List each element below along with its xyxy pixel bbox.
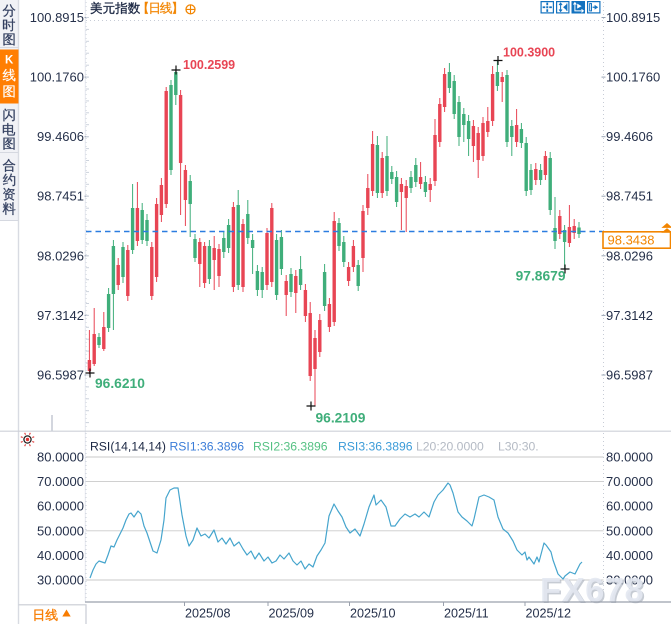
svg-text:30.0000: 30.0000 <box>37 573 84 588</box>
svg-text:70.0000: 70.0000 <box>606 474 653 489</box>
svg-text:50.0000: 50.0000 <box>606 523 653 538</box>
svg-text:30.0000: 30.0000 <box>606 573 653 588</box>
svg-text:80.0000: 80.0000 <box>606 450 653 465</box>
svg-text:2025/12: 2025/12 <box>526 607 572 621</box>
svg-text:40.0000: 40.0000 <box>37 548 84 563</box>
svg-text:97.3142: 97.3142 <box>606 308 653 323</box>
svg-text:100.8915: 100.8915 <box>30 10 84 25</box>
svg-text:60.0000: 60.0000 <box>37 499 84 514</box>
svg-text:FX678: FX678 <box>540 572 644 610</box>
svg-text:RSI3:36.3896: RSI3:36.3896 <box>338 440 413 454</box>
svg-text:80.0000: 80.0000 <box>37 450 84 465</box>
svg-text:50.0000: 50.0000 <box>37 523 84 538</box>
svg-text:100.3900: 100.3900 <box>503 46 555 60</box>
svg-text:2025/10: 2025/10 <box>350 607 396 621</box>
svg-text:96.2109: 96.2109 <box>316 411 366 426</box>
svg-text:RSI(14,14,14): RSI(14,14,14) <box>90 440 166 454</box>
svg-text:98.0296: 98.0296 <box>37 248 84 263</box>
svg-text:K: K <box>5 55 14 67</box>
svg-text:100.1760: 100.1760 <box>606 70 660 85</box>
svg-text:100.2599: 100.2599 <box>183 58 235 72</box>
svg-text:100.1760: 100.1760 <box>30 70 84 85</box>
svg-text:70.0000: 70.0000 <box>37 474 84 489</box>
svg-text:97.3142: 97.3142 <box>37 308 84 323</box>
svg-text:96.5987: 96.5987 <box>37 368 84 383</box>
svg-text:60.0000: 60.0000 <box>606 499 653 514</box>
svg-text:L30:30.: L30:30. <box>498 440 539 454</box>
svg-text:97.8679: 97.8679 <box>516 269 566 284</box>
svg-text:98.3438: 98.3438 <box>608 233 655 248</box>
svg-text:98.0296: 98.0296 <box>606 248 653 263</box>
svg-text:2025/08: 2025/08 <box>185 607 231 621</box>
svg-text:96.5987: 96.5987 <box>606 368 653 383</box>
svg-text:FX678: FX678 <box>542 573 646 611</box>
svg-text:98.7451: 98.7451 <box>37 189 84 204</box>
svg-text:98.7451: 98.7451 <box>606 189 653 204</box>
svg-text:RSI1:36.3896: RSI1:36.3896 <box>170 440 245 454</box>
svg-text:100.8915: 100.8915 <box>606 10 660 25</box>
svg-text:2025/09: 2025/09 <box>269 607 315 621</box>
svg-text:99.4606: 99.4606 <box>37 129 84 144</box>
svg-text:RSI2:36.3896: RSI2:36.3896 <box>253 440 328 454</box>
svg-text:2025/11: 2025/11 <box>444 607 489 621</box>
svg-text:40.0000: 40.0000 <box>606 548 653 563</box>
svg-text:99.4606: 99.4606 <box>606 129 653 144</box>
svg-text:96.6210: 96.6210 <box>95 376 145 391</box>
svg-text:L20:20.0000: L20:20.0000 <box>416 440 484 454</box>
